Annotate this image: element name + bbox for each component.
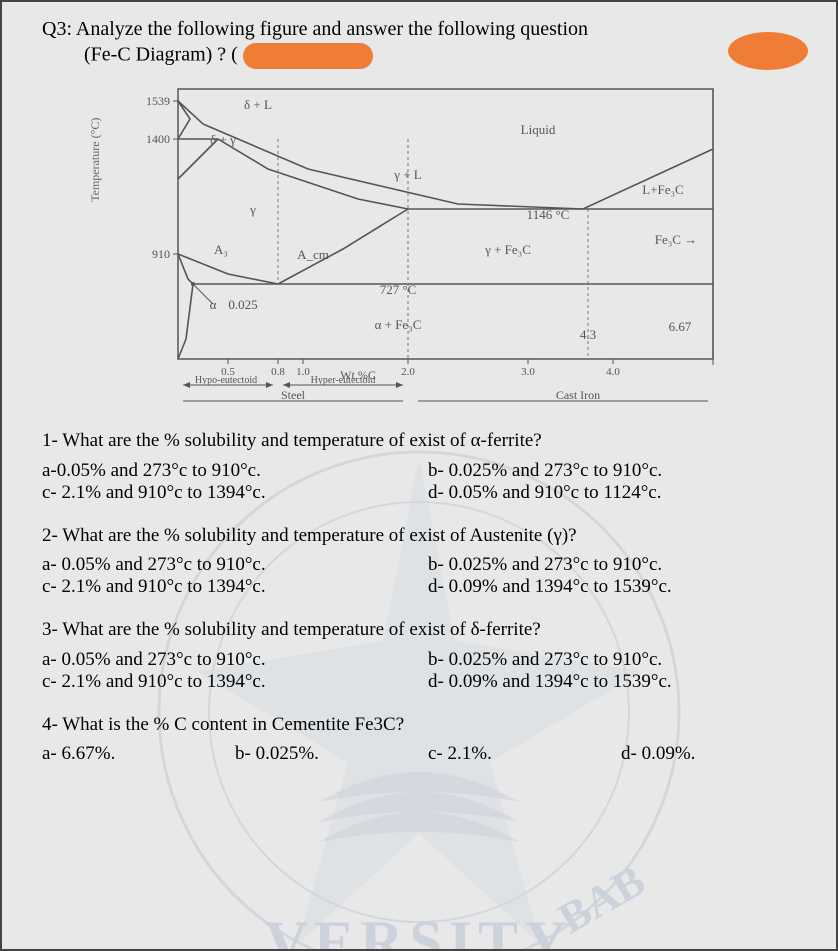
q4-opt-b: b- 0.025%. [235, 743, 428, 765]
svg-text:Hyper-eutectoid: Hyper-eutectoid [311, 375, 376, 386]
q4-opt-c: c- 2.1%. [428, 743, 621, 765]
svg-text:A₃: A₃ [214, 242, 228, 257]
question-4: 4- What is the % C content in Cementite … [42, 711, 814, 740]
svg-text:Cast Iron: Cast Iron [556, 388, 600, 402]
y-axis-label: Temperature (°C) [88, 118, 103, 202]
q1-opt-c: c- 2.1% and 910°c to 1394°c. [42, 482, 428, 504]
svg-text:L+Fe₃C: L+Fe₃C [642, 182, 683, 197]
q1-opt-b: b- 0.025% and 273°c to 910°c. [428, 460, 814, 482]
svg-text:0.8: 0.8 [271, 366, 285, 378]
svg-text:Fe₃C →: Fe₃C → [655, 232, 697, 247]
q-text: Analyze the following figure and answer … [76, 18, 588, 40]
redaction-blob-1 [243, 43, 373, 69]
q3-opt-b: b- 0.025% and 273°c to 910°c. [428, 649, 814, 671]
q-label: Q3: [42, 18, 72, 40]
svg-text:δ + L: δ + L [244, 97, 272, 112]
svg-text:910: 910 [152, 247, 170, 261]
q3-opt-a: a- 0.05% and 273°c to 910°c. [42, 649, 428, 671]
svg-text:Liquid: Liquid [521, 122, 556, 137]
svg-text:δ + γ: δ + γ [210, 132, 236, 147]
svg-text:1146 °C: 1146 °C [527, 207, 570, 222]
svg-text:4.0: 4.0 [606, 366, 620, 378]
svg-text:γ + L: γ + L [393, 167, 422, 182]
q4-opt-a: a- 6.67%. [42, 743, 235, 765]
question-header: Q3: Analyze the following figure and ans… [42, 16, 814, 43]
question-1: 1- What are the % solubility and tempera… [42, 427, 814, 456]
subheader: (Fe-C Diagram) ? ( [84, 43, 814, 69]
svg-text:727 °C: 727 °C [380, 282, 417, 297]
question-3-options: a- 0.05% and 273°c to 910°c.b- 0.025% an… [42, 649, 814, 693]
svg-text:2.0: 2.0 [401, 366, 415, 378]
question-2: 2- What are the % solubility and tempera… [42, 522, 814, 551]
svg-text:α + Fe₃C: α + Fe₃C [375, 317, 422, 332]
q4-opt-d: d- 0.09%. [621, 743, 814, 765]
q1-opt-a: a-0.05% and 273°c to 910°c. [42, 460, 428, 482]
question-3: 3- What are the % solubility and tempera… [42, 616, 814, 645]
svg-text:VERSITY: VERSITY [265, 909, 574, 951]
svg-text:Steel: Steel [281, 388, 306, 402]
q2-opt-c: c- 2.1% and 910°c to 1394°c. [42, 576, 428, 598]
svg-text:1539: 1539 [146, 94, 170, 108]
q3-opt-d: d- 0.09% and 1394°c to 1539°c. [428, 671, 814, 693]
q2-opt-b: b- 0.025% and 273°c to 910°c. [428, 554, 814, 576]
svg-text:Hypo-eutectoid: Hypo-eutectoid [195, 375, 257, 386]
questions-root: 1- What are the % solubility and tempera… [42, 427, 814, 765]
q1-opt-d: d- 0.05% and 910°c to 1124°c. [428, 482, 814, 504]
q2-opt-a: a- 0.05% and 273°c to 910°c. [42, 554, 428, 576]
svg-text:BAB: BAB [550, 856, 653, 944]
q3-opt-c: c- 2.1% and 910°c to 1394°c. [42, 671, 428, 693]
fe-c-diagram: Temperature (°C) 15391400910Liquidδ + Lδ… [108, 79, 748, 409]
question-4-options: a- 6.67%.b- 0.025%.c- 2.1%.d- 0.09%. [42, 743, 814, 765]
page: Q3: Analyze the following figure and ans… [0, 0, 838, 951]
svg-text:6.67: 6.67 [669, 319, 692, 334]
question-1-options: a-0.05% and 273°c to 910°c.b- 0.025% and… [42, 460, 814, 504]
svg-text:3.0: 3.0 [521, 366, 535, 378]
svg-text:α: α [210, 297, 217, 312]
diagram-svg: 1539 1400 910 Liquid δ + L δ + γ γ γ + L L+Fe₃C 1… [108, 79, 748, 409]
svg-text:0.025: 0.025 [228, 297, 257, 312]
q2-opt-d: d- 0.09% and 1394°c to 1539°c. [428, 576, 814, 598]
redaction-blob-2 [728, 32, 808, 70]
svg-text:1400: 1400 [146, 132, 170, 146]
question-2-options: a- 0.05% and 273°c to 910°c.b- 0.025% an… [42, 554, 814, 598]
svg-text:1.0: 1.0 [296, 366, 310, 378]
svg-text:A_cm: A_cm [297, 247, 329, 262]
svg-text:γ: γ [249, 202, 256, 217]
svg-text:γ + Fe₃C: γ + Fe₃C [484, 242, 531, 257]
paren-prefix: (Fe-C Diagram) ? ( [84, 44, 238, 66]
svg-text:4.3: 4.3 [580, 327, 596, 342]
